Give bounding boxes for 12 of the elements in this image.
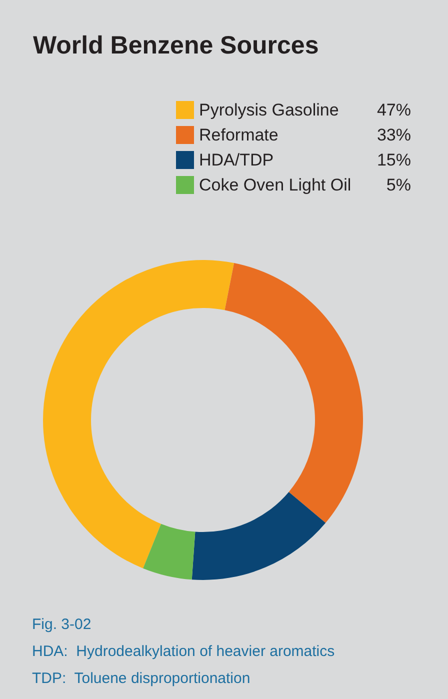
- data-label: 15%: [376, 150, 411, 170]
- legend-label: Coke Oven Light Oil: [199, 176, 352, 194]
- legend-label: Pyrolysis Gasoline: [199, 100, 339, 120]
- data-label: 47%: [376, 100, 411, 120]
- text: HDA: Hydrodealkylation of heavier aromatics: [32, 643, 335, 660]
- chart-title: World Benzene Sources: [33, 32, 319, 60]
- text: TDP: Toluene disproportionation: [32, 670, 250, 687]
- legend-label: Reformate: [199, 126, 278, 144]
- legend-label: HDA/TDP: [199, 150, 274, 170]
- data-label: 5%: [386, 176, 411, 194]
- data-label: 33%: [376, 126, 411, 144]
- caption: Fig. 3-02: [32, 616, 92, 633]
